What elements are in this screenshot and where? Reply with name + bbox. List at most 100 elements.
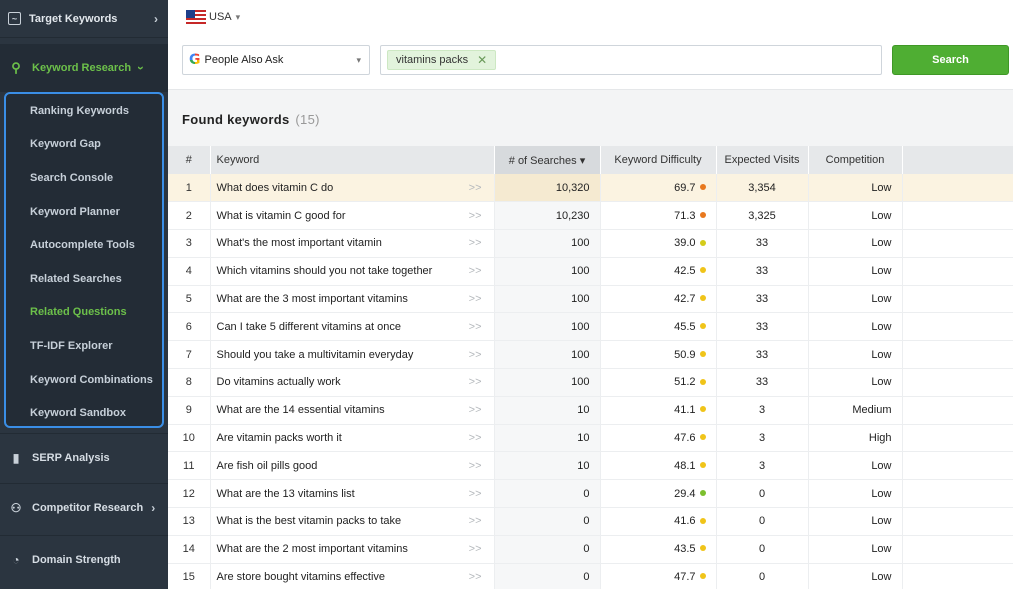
difficulty-cell: 42.5 xyxy=(600,257,717,286)
keyword-cell[interactable]: Do vitamins actually work >> xyxy=(210,368,495,397)
expand-icon[interactable]: >> xyxy=(468,293,482,306)
keyword-cell[interactable]: What's the most important vitamin >> xyxy=(210,229,495,258)
keyword-cell[interactable]: Should you take a multivitamin everyday >… xyxy=(210,340,495,370)
table-row[interactable]: 15 Are store bought vitamins effective >> 0… xyxy=(168,563,1013,589)
expand-icon[interactable]: >> xyxy=(468,348,482,361)
searches-cell: 0 xyxy=(494,563,601,589)
table-row[interactable]: 5 What are the 3 most important vitamins >… xyxy=(168,285,1013,314)
expand-icon[interactable]: >> xyxy=(468,543,482,556)
expand-icon[interactable]: >> xyxy=(468,209,482,222)
keyword-cell[interactable]: What are the 13 vitamins list >> xyxy=(210,479,495,509)
submenu-item[interactable]: Ranking Keywords xyxy=(30,104,130,117)
visits-cell: 33 xyxy=(716,285,809,314)
table-row[interactable]: 11 Are fish oil pills good >> 10 48.1 3 Low xyxy=(168,451,1013,481)
table-row[interactable]: 2 What is vitamin C good for >> 10,230 71.3 3… xyxy=(168,201,1013,231)
keyword-cell[interactable]: What does vitamin C do >> xyxy=(210,174,495,203)
col-header-keyword[interactable]: Keyword xyxy=(210,146,495,174)
expand-icon[interactable]: >> xyxy=(468,459,482,472)
sidebar-item-domain-strength[interactable]: ◔ Domain Strength xyxy=(0,535,168,583)
close-icon[interactable]: ✕ xyxy=(477,53,488,67)
sidebar-item-label: SERP Analysis xyxy=(32,451,110,464)
expand-icon[interactable]: >> xyxy=(468,404,482,417)
user-icon: ⚇ xyxy=(10,500,22,515)
table-row[interactable]: 14 What are the 2 most important vitamins… xyxy=(168,535,1013,564)
competition-cell: Low xyxy=(808,174,903,203)
col-header-competition[interactable]: Competition xyxy=(808,146,903,174)
keyword-cell[interactable]: What are the 14 essential vitamins >> xyxy=(210,396,495,425)
keyword-text: What is the best vitamin packs to take xyxy=(216,515,402,528)
col-header-visits[interactable]: Expected Visits xyxy=(716,146,809,174)
submenu-item[interactable]: Keyword Sandbox xyxy=(30,407,126,420)
col-header-difficulty[interactable]: Keyword Difficulty xyxy=(600,146,717,174)
expand-icon[interactable]: >> xyxy=(468,515,482,528)
table-row[interactable]: 8 Do vitamins actually work >> 100 51.2 33 Low xyxy=(168,368,1013,397)
searches-cell: 10,320 xyxy=(494,174,601,203)
expand-icon[interactable]: >> xyxy=(468,265,482,278)
visits-cell: 3 xyxy=(716,396,809,425)
submenu-item[interactable]: Search Console xyxy=(30,171,114,184)
submenu-item[interactable]: Keyword Combinations xyxy=(30,373,153,386)
table-row[interactable]: 6 Can I take 5 different vitamins at once… xyxy=(168,312,1013,342)
difficulty-cell: 69.7 xyxy=(600,174,717,203)
keyword-cell[interactable]: What is vitamin C good for >> xyxy=(210,201,495,231)
col-header-searches[interactable]: # of Searches ▾ xyxy=(494,146,601,174)
keyword-cell[interactable]: What are the 2 most important vitamins >> xyxy=(210,535,495,564)
difficulty-cell: 39.0 xyxy=(600,229,717,258)
difficulty-value: 41.6 xyxy=(674,515,696,528)
col-header-num[interactable]: # xyxy=(168,146,211,174)
searches-cell: 100 xyxy=(494,312,601,342)
bar-chart-icon: ▮ xyxy=(12,450,20,465)
table-row[interactable]: 9 What are the 14 essential vitamins >> 10 4… xyxy=(168,396,1013,425)
source-select[interactable]: G People Also Ask ▾ xyxy=(182,45,370,75)
competition-cell: Low xyxy=(808,312,903,342)
sidebar-item-target-keywords[interactable]: ~ Target Keywords › xyxy=(0,0,168,38)
keyword-cell[interactable]: What are the 3 most important vitamins >> xyxy=(210,285,495,314)
table-row[interactable]: 3 What's the most important vitamin >> 100 3… xyxy=(168,229,1013,258)
table-row[interactable]: 4 Which vitamins should you not take toge… xyxy=(168,257,1013,286)
keyword-cell[interactable]: Are vitamin packs worth it >> xyxy=(210,424,495,453)
expand-icon[interactable]: >> xyxy=(468,571,482,584)
expand-icon[interactable]: >> xyxy=(468,487,482,500)
searches-cell: 0 xyxy=(494,479,601,509)
difficulty-dot-icon xyxy=(699,517,706,524)
keyword-cell[interactable]: Are fish oil pills good >> xyxy=(210,451,495,481)
table-row[interactable]: 7 Should you take a multivitamin everyday… xyxy=(168,340,1013,370)
submenu-item[interactable]: Keyword Gap xyxy=(30,138,101,151)
keyword-cell[interactable]: What is the best vitamin packs to take >> xyxy=(210,507,495,536)
expand-icon[interactable]: >> xyxy=(468,237,482,250)
searches-cell: 10 xyxy=(494,396,601,425)
sidebar-item-competitor-research[interactable]: ⚇ Competitor Research › xyxy=(0,483,168,531)
table-row[interactable]: 10 Are vitamin packs worth it >> 10 47.6 3 Hig… xyxy=(168,424,1013,453)
expand-icon[interactable]: >> xyxy=(468,432,482,445)
competition-cell: Low xyxy=(808,507,903,536)
table-row[interactable]: 13 What is the best vitamin packs to take… xyxy=(168,507,1013,536)
sidebar-item-serp-analysis[interactable]: ▮ SERP Analysis xyxy=(0,433,168,481)
visits-cell: 3 xyxy=(716,424,809,453)
keyword-cell[interactable]: Can I take 5 different vitamins at once >… xyxy=(210,312,495,342)
country-selector[interactable]: USA ▾ xyxy=(186,10,240,24)
keyword-cell[interactable]: Which vitamins should you not take toget… xyxy=(210,257,495,286)
expand-icon[interactable]: >> xyxy=(468,376,482,389)
row-number: 3 xyxy=(168,229,211,258)
search-button[interactable]: Search xyxy=(892,45,1009,75)
submenu-item[interactable]: Related Searches xyxy=(30,272,122,285)
visits-cell: 0 xyxy=(716,535,809,564)
table-row[interactable]: 1 What does vitamin C do >> 10,320 69.7 3,354… xyxy=(168,174,1013,203)
table-row[interactable]: 12 What are the 13 vitamins list >> 0 29.4 0 L… xyxy=(168,479,1013,509)
submenu-item[interactable]: TF-IDF Explorer xyxy=(30,339,113,352)
submenu-item[interactable]: Autocomplete Tools xyxy=(30,239,135,252)
sidebar-item-keyword-research[interactable]: ⚲ Keyword Research › xyxy=(0,44,168,92)
empty-cell xyxy=(902,396,1013,425)
row-number: 11 xyxy=(168,451,211,481)
row-number: 5 xyxy=(168,285,211,314)
expand-icon[interactable]: >> xyxy=(468,320,482,333)
row-number: 4 xyxy=(168,257,211,286)
submenu-item[interactable]: Keyword Planner xyxy=(30,205,120,218)
difficulty-value: 29.4 xyxy=(674,487,696,500)
difficulty-cell: 43.5 xyxy=(600,535,717,564)
expand-icon[interactable]: >> xyxy=(468,181,482,194)
visits-cell: 0 xyxy=(716,563,809,589)
keyword-tag-input[interactable]: vitamins packs ✕ xyxy=(380,45,882,75)
keyword-cell[interactable]: Are store bought vitamins effective >> xyxy=(210,563,495,589)
submenu-item[interactable]: Related Questions xyxy=(30,306,127,319)
